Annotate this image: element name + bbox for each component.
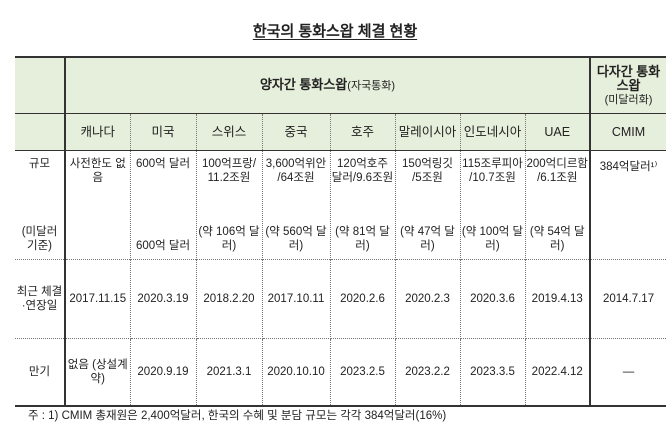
column-header: 중국 [261, 113, 331, 151]
bilateral-subtitle: (자국통화) [347, 80, 396, 92]
scale-local: 사전한도 없음 [69, 158, 126, 184]
row-label-maturity: 만기 [15, 338, 66, 407]
date-cell: 2020.3.19 [129, 259, 197, 339]
scale-cell: 200억디르함 /6.1조원 (약 54억 달러) [524, 150, 591, 260]
footnote: 주 : 1) CMIM 총재원은 2,400억달러, 한국의 수혜 및 분담 규… [28, 410, 447, 422]
column-header: 스위스 [195, 113, 263, 151]
scale-local: 120억호주 달러/9.6조원 [331, 158, 394, 184]
currency-swap-table: 양자간 통화스왑(자국통화) 다자간 통화스왑 (미달러화) 캐나다 미국 스위스 중국… [15, 56, 667, 407]
scale-usd: (약 47억 달러) [400, 226, 455, 252]
scale-cell: 120억호주 달러/9.6조원 (약 81억 달러) [329, 150, 396, 260]
date-cell: 2020.3.6 [459, 259, 526, 339]
corner-cell [15, 56, 66, 114]
scale-local: 100억프랑/ 11.2조원 [201, 158, 257, 184]
scale-usd: (약 100억 달러) [461, 226, 524, 252]
maturity-cell: — [589, 338, 667, 407]
date-cell: 2018.2.20 [195, 259, 263, 339]
scale-cell: 100억프랑/ 11.2조원 (약 106억 달러) [195, 150, 263, 260]
maturity-cell: 없음 (상설계약) [64, 338, 131, 407]
date-cell: 2020.2.3 [394, 259, 461, 339]
column-header: 미국 [129, 113, 197, 151]
scale-usd: (약 54억 달러) [529, 226, 585, 252]
scale-local: 150억링깃 /5조원 [402, 158, 453, 184]
maturity-cell: 2023.2.2 [394, 338, 461, 407]
scale-cell: 사전한도 없음 [64, 150, 131, 260]
scale-cell: 600억 달러 600억 달러 [129, 150, 197, 260]
maturity-cell: 2020.10.10 [261, 338, 331, 407]
scale-usd: 600억 달러 [135, 240, 191, 252]
date-cell: 2017.11.15 [64, 259, 131, 339]
maturity-cell: 2020.9.19 [129, 338, 197, 407]
bilateral-header: 양자간 통화스왑(자국통화) [64, 56, 591, 114]
scale-cell: 3,600억위안 /64조원 (약 560억 달러) [261, 150, 331, 260]
maturity-cell: 2023.3.5 [459, 338, 526, 407]
scale-usd: (약 106억 달러) [198, 226, 260, 252]
column-header: CMIM [589, 113, 667, 151]
scale-local: 600억 달러 [135, 158, 191, 170]
column-header: 호주 [329, 113, 396, 151]
scale-cell: 115조루피아 /10.7조원 (약 100억 달러) [459, 150, 526, 260]
column-header: 캐나다 [64, 113, 131, 151]
date-cell: 2014.7.17 [589, 259, 667, 339]
scale-local: 115조루피아 /10.7조원 [462, 158, 523, 184]
date-cell: 2019.4.13 [524, 259, 591, 339]
column-header: 인도네시아 [459, 113, 526, 151]
scale-cell: 384억달러¹⁾ [589, 150, 667, 260]
scale-local: 200억디르함 /6.1조원 [526, 158, 589, 184]
scale-local: 3,600억위안 /64조원 [265, 158, 327, 184]
maturity-cell: 2022.4.12 [524, 338, 591, 407]
bilateral-title: 양자간 통화스왑 [259, 77, 348, 92]
scale-usd: (약 560억 달러) [265, 226, 327, 252]
scale-cell: 150억링깃 /5조원 (약 47억 달러) [394, 150, 461, 260]
column-header: 말레이시아 [394, 113, 461, 151]
scale-sublabel: (미달러 기준) [21, 226, 58, 252]
scale-local: 384억달러¹⁾ [599, 161, 658, 173]
row-label-scale: 규모 (미달러 기준) [15, 150, 66, 260]
row-label-date: 최근 체결·연장일 [15, 259, 66, 339]
maturity-cell: 2023.2.5 [329, 338, 396, 407]
date-cell: 2020.2.6 [329, 259, 396, 339]
document-title: 한국의 통화스왑 체결 현황 [252, 23, 418, 40]
column-header: UAE [524, 113, 591, 151]
scale-label: 규모 [28, 158, 51, 170]
date-cell: 2017.10.11 [261, 259, 331, 339]
scale-usd: (약 81억 달러) [335, 226, 390, 252]
corner-cell [15, 113, 66, 151]
maturity-cell: 2021.3.1 [195, 338, 263, 407]
multilateral-subtitle: (미달러화) [604, 93, 653, 106]
multilateral-header: 다자간 통화스왑 (미달러화) [589, 56, 667, 114]
multilateral-title: 다자간 통화스왑 [596, 63, 661, 93]
